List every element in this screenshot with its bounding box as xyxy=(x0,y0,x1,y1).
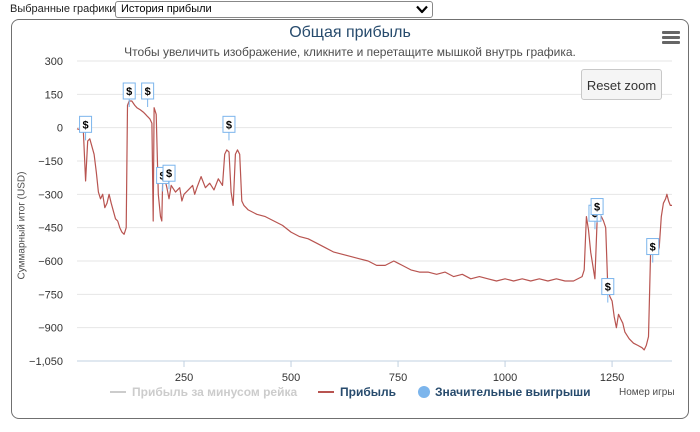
profit-series-line xyxy=(76,100,672,351)
x-tick-label: 250 xyxy=(175,372,193,384)
chart-selector-bar: Выбранные графики: История прибыли xyxy=(0,0,700,20)
significant-win-marker: $ xyxy=(222,115,236,141)
x-axis-title: Номер игры xyxy=(619,387,675,398)
significant-win-marker: $ xyxy=(122,82,136,107)
marker-label: $ xyxy=(145,86,151,98)
significant-win-marker: $ xyxy=(141,82,155,107)
legend-item-net-profit[interactable]: Прибыль за минусом рейка xyxy=(110,385,310,399)
x-tick-label: 1000 xyxy=(493,372,517,384)
marker-label: $ xyxy=(82,119,88,131)
significant-win-marker: $ xyxy=(79,115,93,141)
marker-flag xyxy=(222,115,236,133)
significant-win-marker: $ xyxy=(646,238,660,263)
legend-item-profit[interactable]: Прибыль xyxy=(318,385,408,399)
marker-label: $ xyxy=(650,242,656,254)
chart-select-value: История прибыли xyxy=(121,3,212,15)
y-tick-label: −600 xyxy=(38,256,63,268)
chart-select-dropdown[interactable]: История прибыли xyxy=(115,1,433,18)
marker-flag xyxy=(162,164,176,182)
y-tick-label: 300 xyxy=(45,56,63,68)
hamburger-menu-icon[interactable] xyxy=(662,31,680,45)
reset-zoom-button[interactable]: Reset zoom xyxy=(581,69,662,100)
chart-subtitle: Чтобы увеличить изображение, кликните и … xyxy=(124,45,576,59)
y-tick-label: −150 xyxy=(38,156,63,168)
legend-dot-icon xyxy=(418,386,430,398)
legend-swatch-net-profit xyxy=(110,391,126,393)
significant-win-marker: $ xyxy=(162,164,176,190)
legend-item-big-wins[interactable]: Значительные выигрыши xyxy=(418,385,608,399)
y-axis-ticks: 300 150 0 −150 −300 −450 −600 −750 −900 −1,050 xyxy=(29,56,63,368)
significant-win-marker: $ xyxy=(590,198,604,223)
significant-win-markers: $$$$$$$$$$ xyxy=(79,82,660,303)
x-tick-label: 750 xyxy=(389,372,407,384)
chart-selector-label: Выбранные графики: xyxy=(10,3,119,15)
significant-win-marker: $ xyxy=(601,278,615,303)
marker-flag xyxy=(79,115,93,133)
chart-grid xyxy=(77,60,672,362)
x-tick-label: 500 xyxy=(282,372,300,384)
legend-label-profit: Прибыль xyxy=(340,385,396,399)
legend-swatch-profit xyxy=(318,391,334,393)
marker-label: $ xyxy=(126,86,132,98)
chart-plot[interactable]: 300 150 0 −150 −300 −450 −600 −750 −900 −1,050 25… xyxy=(12,20,688,418)
chart-panel: 300 150 0 −150 −300 −450 −600 −750 −900 −1,050 25… xyxy=(11,19,689,419)
marker-flag xyxy=(141,82,155,100)
y-tick-label: −300 xyxy=(38,189,63,201)
marker-flag xyxy=(122,82,136,100)
y-tick-label: −750 xyxy=(38,289,63,301)
legend-label-big-wins: Значительные выигрыши xyxy=(435,385,591,399)
chevron-down-icon xyxy=(416,5,428,14)
marker-label: $ xyxy=(226,119,232,131)
marker-flag xyxy=(590,198,604,216)
legend-label-net-profit: Прибыль за минусом рейка xyxy=(132,385,298,399)
marker-flag xyxy=(601,278,615,296)
chart-series xyxy=(76,100,672,351)
chart-title: Общая прибыль xyxy=(289,24,411,41)
x-tick-label: 1250 xyxy=(600,372,624,384)
y-axis-title: Суммарный итог (USD) xyxy=(16,171,28,280)
marker-flag xyxy=(646,238,660,256)
y-tick-label: −1,050 xyxy=(29,356,63,368)
y-tick-label: −450 xyxy=(38,223,63,235)
marker-label: $ xyxy=(166,168,172,180)
x-axis-ticks: 250 500 750 1000 1250 xyxy=(77,360,672,384)
marker-label: $ xyxy=(605,282,611,294)
y-tick-label: 0 xyxy=(57,123,63,135)
y-tick-label: 150 xyxy=(45,89,63,101)
y-tick-label: −900 xyxy=(38,323,63,335)
marker-label: $ xyxy=(594,202,600,214)
